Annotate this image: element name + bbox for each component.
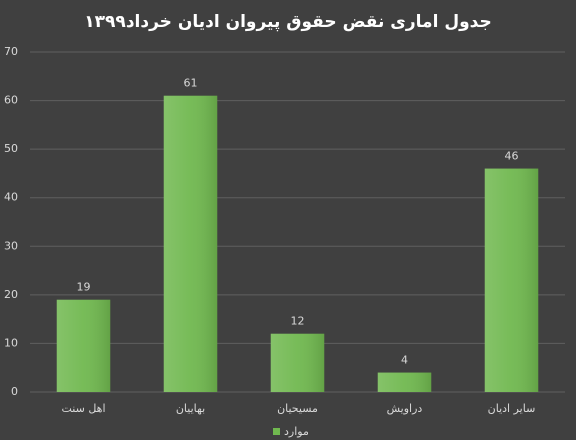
data-label: 19 [77, 281, 91, 294]
legend-label: موارد [284, 425, 309, 438]
y-tick-label: 40 [4, 191, 18, 204]
chart-title: جدول اماری نقض حقوق پیروان ادیان خرداد۱۳… [84, 12, 491, 32]
bar-shade [377, 372, 432, 392]
data-label: 12 [291, 315, 305, 328]
x-tick-label: اهل سنت [61, 402, 105, 415]
data-label: 46 [505, 150, 519, 163]
y-tick-label: 60 [4, 94, 18, 107]
y-tick-label: 0 [11, 385, 18, 398]
x-tick-label: سایر ادیان [488, 402, 536, 415]
y-tick-label: 30 [4, 239, 18, 252]
bar-shade [56, 299, 111, 392]
bar-shade [163, 95, 218, 392]
y-tick-label: 50 [4, 142, 18, 155]
x-tick-label: مسیحیان [277, 402, 318, 415]
bar-shade [484, 168, 539, 392]
y-tick-label: 10 [4, 336, 18, 349]
data-label: 61 [184, 77, 198, 90]
x-tick-label: بهاییان [176, 402, 205, 415]
y-tick-label: 70 [4, 45, 18, 58]
legend-swatch [273, 428, 280, 435]
y-tick-label: 20 [4, 288, 18, 301]
bar-shade [270, 333, 325, 392]
x-tick-label: دراویش [387, 402, 423, 415]
data-label: 4 [401, 354, 408, 367]
